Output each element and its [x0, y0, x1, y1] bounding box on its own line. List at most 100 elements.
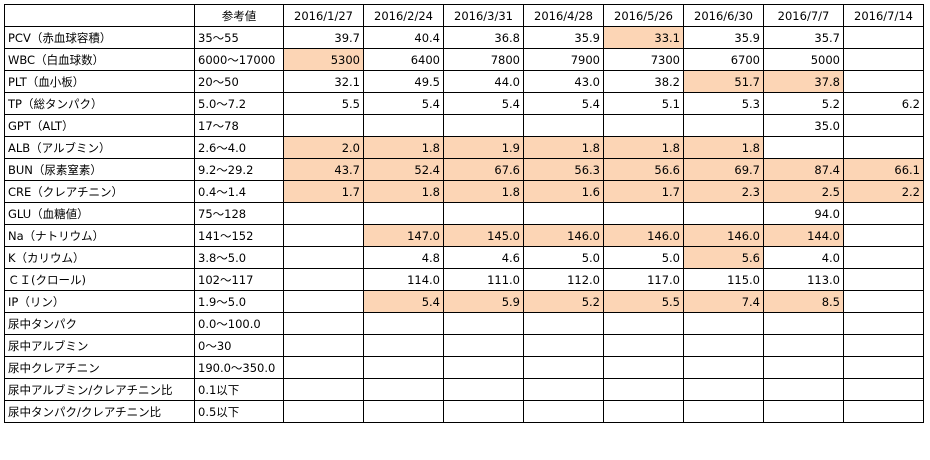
value-cell: 4.8 [363, 246, 444, 269]
reference-range: 6000～17000 [194, 48, 284, 71]
value-cell [283, 290, 364, 313]
table-row: K（カリウム） 3.8～5.0 4.8 4.6 5.0 5.0 5.6 4.0 [4, 246, 924, 269]
value-cell-out-of-range: 1.8 [603, 136, 684, 159]
value-cell [843, 114, 924, 137]
value-cell-out-of-range: 5.6 [683, 246, 764, 269]
value-cell [683, 202, 764, 225]
value-cell-out-of-range: 56.3 [523, 158, 604, 181]
reference-range: 17～78 [194, 114, 284, 137]
value-cell [283, 378, 364, 401]
value-cell [843, 26, 924, 49]
value-cell: 6.2 [843, 92, 924, 115]
value-cell-out-of-range: 69.7 [683, 158, 764, 181]
value-cell [843, 400, 924, 423]
value-cell [363, 114, 444, 137]
value-cell [443, 312, 524, 335]
header-date: 2016/5/26 [603, 4, 684, 27]
value-cell [283, 268, 364, 291]
value-cell: 5.4 [523, 92, 604, 115]
reference-range: 0.1以下 [194, 378, 284, 401]
value-cell [283, 400, 364, 423]
value-cell: 40.4 [363, 26, 444, 49]
value-cell [683, 378, 764, 401]
value-cell [523, 334, 604, 357]
value-cell: 111.0 [443, 268, 524, 291]
header-date: 2016/2/24 [363, 4, 444, 27]
value-cell [843, 268, 924, 291]
value-cell [443, 356, 524, 379]
item-name: ALB（アルブミン） [4, 136, 195, 159]
header-date: 2016/4/28 [523, 4, 604, 27]
reference-range: 9.2～29.2 [194, 158, 284, 181]
value-cell-out-of-range: 66.1 [843, 158, 924, 181]
reference-range: 141～152 [194, 224, 284, 247]
value-cell: 5.4 [443, 92, 524, 115]
value-cell [683, 356, 764, 379]
reference-range: 35～55 [194, 26, 284, 49]
value-cell-out-of-range: 146.0 [523, 224, 604, 247]
value-cell [603, 400, 684, 423]
value-cell: 5.5 [283, 92, 364, 115]
value-cell [363, 378, 444, 401]
value-cell [683, 334, 764, 357]
reference-range: 2.6～4.0 [194, 136, 284, 159]
value-cell [843, 224, 924, 247]
reference-range: 102～117 [194, 268, 284, 291]
item-name: WBC（白血球数） [4, 48, 195, 71]
table-row: ＣＩ(クロール) 102～117 114.0 111.0 112.0 117.0 115.0… [4, 268, 924, 291]
value-cell: 43.0 [523, 70, 604, 93]
table-row: ALB（アルブミン） 2.6～4.0 2.0 1.8 1.9 1.8 1.8 1.8 [4, 136, 924, 159]
item-name: TP（総タンパク） [4, 92, 195, 115]
value-cell [603, 114, 684, 137]
table-row: GLU（血糖値） 75～128 94.0 [4, 202, 924, 225]
value-cell [283, 202, 364, 225]
item-name: PCV（赤血球容積） [4, 26, 195, 49]
value-cell: 7300 [603, 48, 684, 71]
item-name: 尿中アルブミン/クレアチニン比 [4, 378, 195, 401]
value-cell: 35.9 [683, 26, 764, 49]
value-cell [603, 334, 684, 357]
value-cell-out-of-range: 145.0 [443, 224, 524, 247]
value-cell: 5.4 [363, 92, 444, 115]
reference-range: 0～30 [194, 334, 284, 357]
value-cell: 36.8 [443, 26, 524, 49]
reference-range: 0.4～1.4 [194, 180, 284, 203]
value-cell [843, 378, 924, 401]
value-cell: 94.0 [763, 202, 844, 225]
value-cell: 5000 [763, 48, 844, 71]
value-cell: 5.2 [763, 92, 844, 115]
value-cell [843, 246, 924, 269]
value-cell [363, 356, 444, 379]
table-row: 尿中タンパク/クレアチニン比 0.5以下 [4, 400, 924, 423]
value-cell: 49.5 [363, 70, 444, 93]
header-row: 参考値 2016/1/27 2016/2/24 2016/3/31 2016/4/28 2… [4, 4, 924, 27]
header-date: 2016/3/31 [443, 4, 524, 27]
header-date: 2016/7/14 [843, 4, 924, 27]
table-row: PCV（赤血球容積） 35～55 39.7 40.4 36.8 35.9 33.1 35.9 3… [4, 26, 924, 49]
value-cell [443, 114, 524, 137]
value-cell [763, 136, 844, 159]
value-cell: 112.0 [523, 268, 604, 291]
value-cell: 44.0 [443, 70, 524, 93]
item-name: CRE（クレアチニン） [4, 180, 195, 203]
value-cell: 114.0 [363, 268, 444, 291]
value-cell [443, 378, 524, 401]
item-name: 尿中アルブミン [4, 334, 195, 357]
value-cell-out-of-range: 5.5 [603, 290, 684, 313]
value-cell [843, 334, 924, 357]
header-reference: 参考値 [194, 4, 284, 27]
value-cell [843, 48, 924, 71]
value-cell [363, 334, 444, 357]
value-cell-out-of-range: 146.0 [603, 224, 684, 247]
table-row: TP（総タンパク） 5.0～7.2 5.5 5.4 5.4 5.4 5.1 5.3 5.2 6.2 [4, 92, 924, 115]
value-cell [843, 356, 924, 379]
value-cell-out-of-range: 8.5 [763, 290, 844, 313]
value-cell: 5.0 [523, 246, 604, 269]
value-cell [603, 378, 684, 401]
header-date: 2016/6/30 [683, 4, 764, 27]
value-cell: 4.6 [443, 246, 524, 269]
value-cell: 113.0 [763, 268, 844, 291]
value-cell-out-of-range: 5.9 [443, 290, 524, 313]
reference-range: 75～128 [194, 202, 284, 225]
item-name: ＣＩ(クロール) [4, 268, 195, 291]
